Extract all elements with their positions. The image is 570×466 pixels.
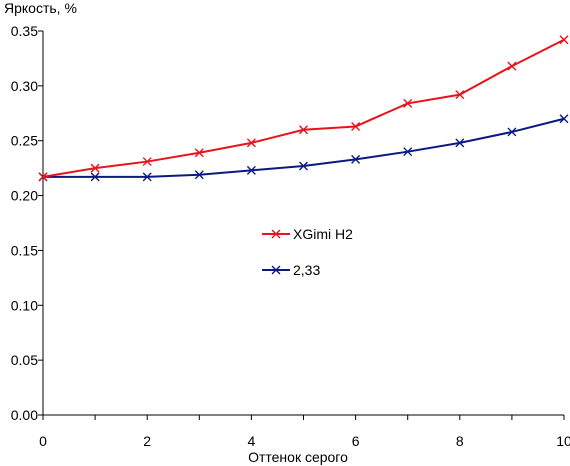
x-tick-label: 6: [352, 433, 360, 449]
data-point: [194, 170, 204, 180]
data-point: [38, 172, 48, 182]
x-tick-label: 4: [248, 433, 256, 449]
axes: [42, 31, 564, 416]
y-tick-label: 0.15: [11, 242, 38, 258]
legend: XGimi H2 2,33: [262, 226, 353, 278]
series-layer: [38, 35, 569, 182]
x-tick-label: 8: [456, 433, 464, 449]
y-tick-label: 0.00: [11, 407, 38, 423]
data-point: [246, 138, 256, 148]
data-point: [142, 157, 152, 167]
data-point: [403, 98, 413, 108]
data-point: [507, 61, 517, 71]
data-point: [455, 138, 465, 148]
series: [38, 114, 569, 182]
data-point: [507, 127, 517, 137]
data-point: [142, 172, 152, 182]
data-point: [90, 163, 100, 173]
legend-marker: [271, 265, 281, 275]
x-tick-label: 10: [556, 433, 570, 449]
y-tick-label: 0.25: [11, 133, 38, 149]
data-point: [246, 165, 256, 175]
x-axis-title: Оттенок серого: [248, 449, 348, 465]
data-point: [403, 147, 413, 157]
y-axis-title: Яркость, %: [4, 0, 77, 16]
y-tick-label: 0.20: [11, 188, 38, 204]
y-tick-label: 0.10: [11, 297, 38, 313]
data-point: [194, 148, 204, 158]
data-point: [351, 121, 361, 131]
y-tick-label: 0.05: [11, 352, 38, 368]
legend-label: XGimi H2: [293, 226, 353, 242]
data-point: [351, 154, 361, 164]
series: [38, 35, 569, 182]
legend-label: 2,33: [293, 262, 320, 278]
y-tick-label: 0.35: [11, 23, 38, 39]
y-tick-label: 0.30: [11, 78, 38, 94]
legend-entry: XGimi H2: [262, 226, 353, 242]
legend-entry: 2,33: [262, 262, 320, 278]
series-line: [43, 117, 565, 178]
data-point: [299, 125, 308, 135]
data-point: [299, 161, 308, 171]
x-tick-label: 0: [39, 433, 47, 449]
y-axis-ticks: 0.00 0.05 0.10 0.15 0.20 0.25 0.30 0.35: [11, 23, 43, 423]
data-point: [559, 114, 569, 124]
legend-marker: [271, 229, 281, 239]
data-point: [90, 172, 100, 182]
data-point: [455, 90, 465, 100]
series-line: [42, 38, 565, 178]
x-tick-label: 2: [143, 433, 151, 449]
data-point: [559, 35, 569, 45]
x-axis-ticks: 0 2 4 6 8 10: [39, 415, 570, 449]
